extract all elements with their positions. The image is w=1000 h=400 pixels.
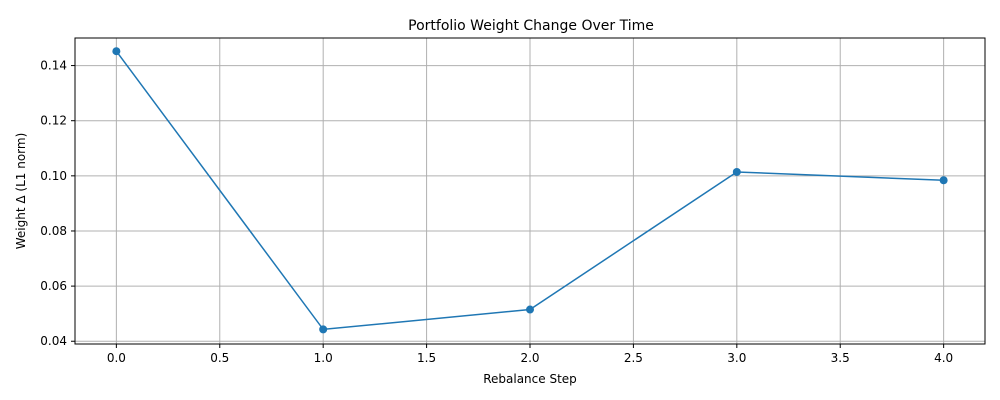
- y-tick-label: 0.12: [40, 114, 67, 128]
- y-tick-label: 0.10: [40, 169, 67, 183]
- y-axis-label: Weight Δ (L1 norm): [14, 133, 28, 250]
- x-axis-label: Rebalance Step: [483, 372, 577, 386]
- series-layer: [112, 47, 948, 334]
- data-point: [526, 305, 534, 314]
- ticks: 0.0 0.5 1.0 1.5 2.0 2.5 3.0 3.5 4.0 0.04 0.06 0.08 0…: [40, 59, 953, 365]
- x-tick-label: 1.5: [417, 351, 436, 365]
- y-tick-label: 0.04: [40, 334, 67, 348]
- chart-title: Portfolio Weight Change Over Time: [408, 18, 654, 34]
- x-tick-label: 3.5: [831, 351, 850, 365]
- x-tick-label: 2.5: [624, 351, 643, 365]
- y-tick-label: 0.14: [40, 59, 67, 73]
- x-tick-label: 2.0: [520, 351, 539, 365]
- x-tick-label: 0.5: [210, 351, 229, 365]
- x-tick-label: 1.0: [314, 351, 333, 365]
- x-tick-label: 0.0: [107, 351, 126, 365]
- plot-frame: [74, 37, 986, 345]
- grid: [75, 38, 985, 344]
- data-point: [732, 167, 741, 176]
- data-point: [939, 176, 948, 185]
- y-tick-label: 0.06: [40, 279, 67, 293]
- data-point: [112, 47, 121, 56]
- y-tick-label: 0.08: [40, 224, 67, 238]
- x-tick-label: 3.0: [727, 351, 746, 365]
- data-point: [319, 325, 328, 334]
- x-tick-label: 4.0: [934, 351, 953, 365]
